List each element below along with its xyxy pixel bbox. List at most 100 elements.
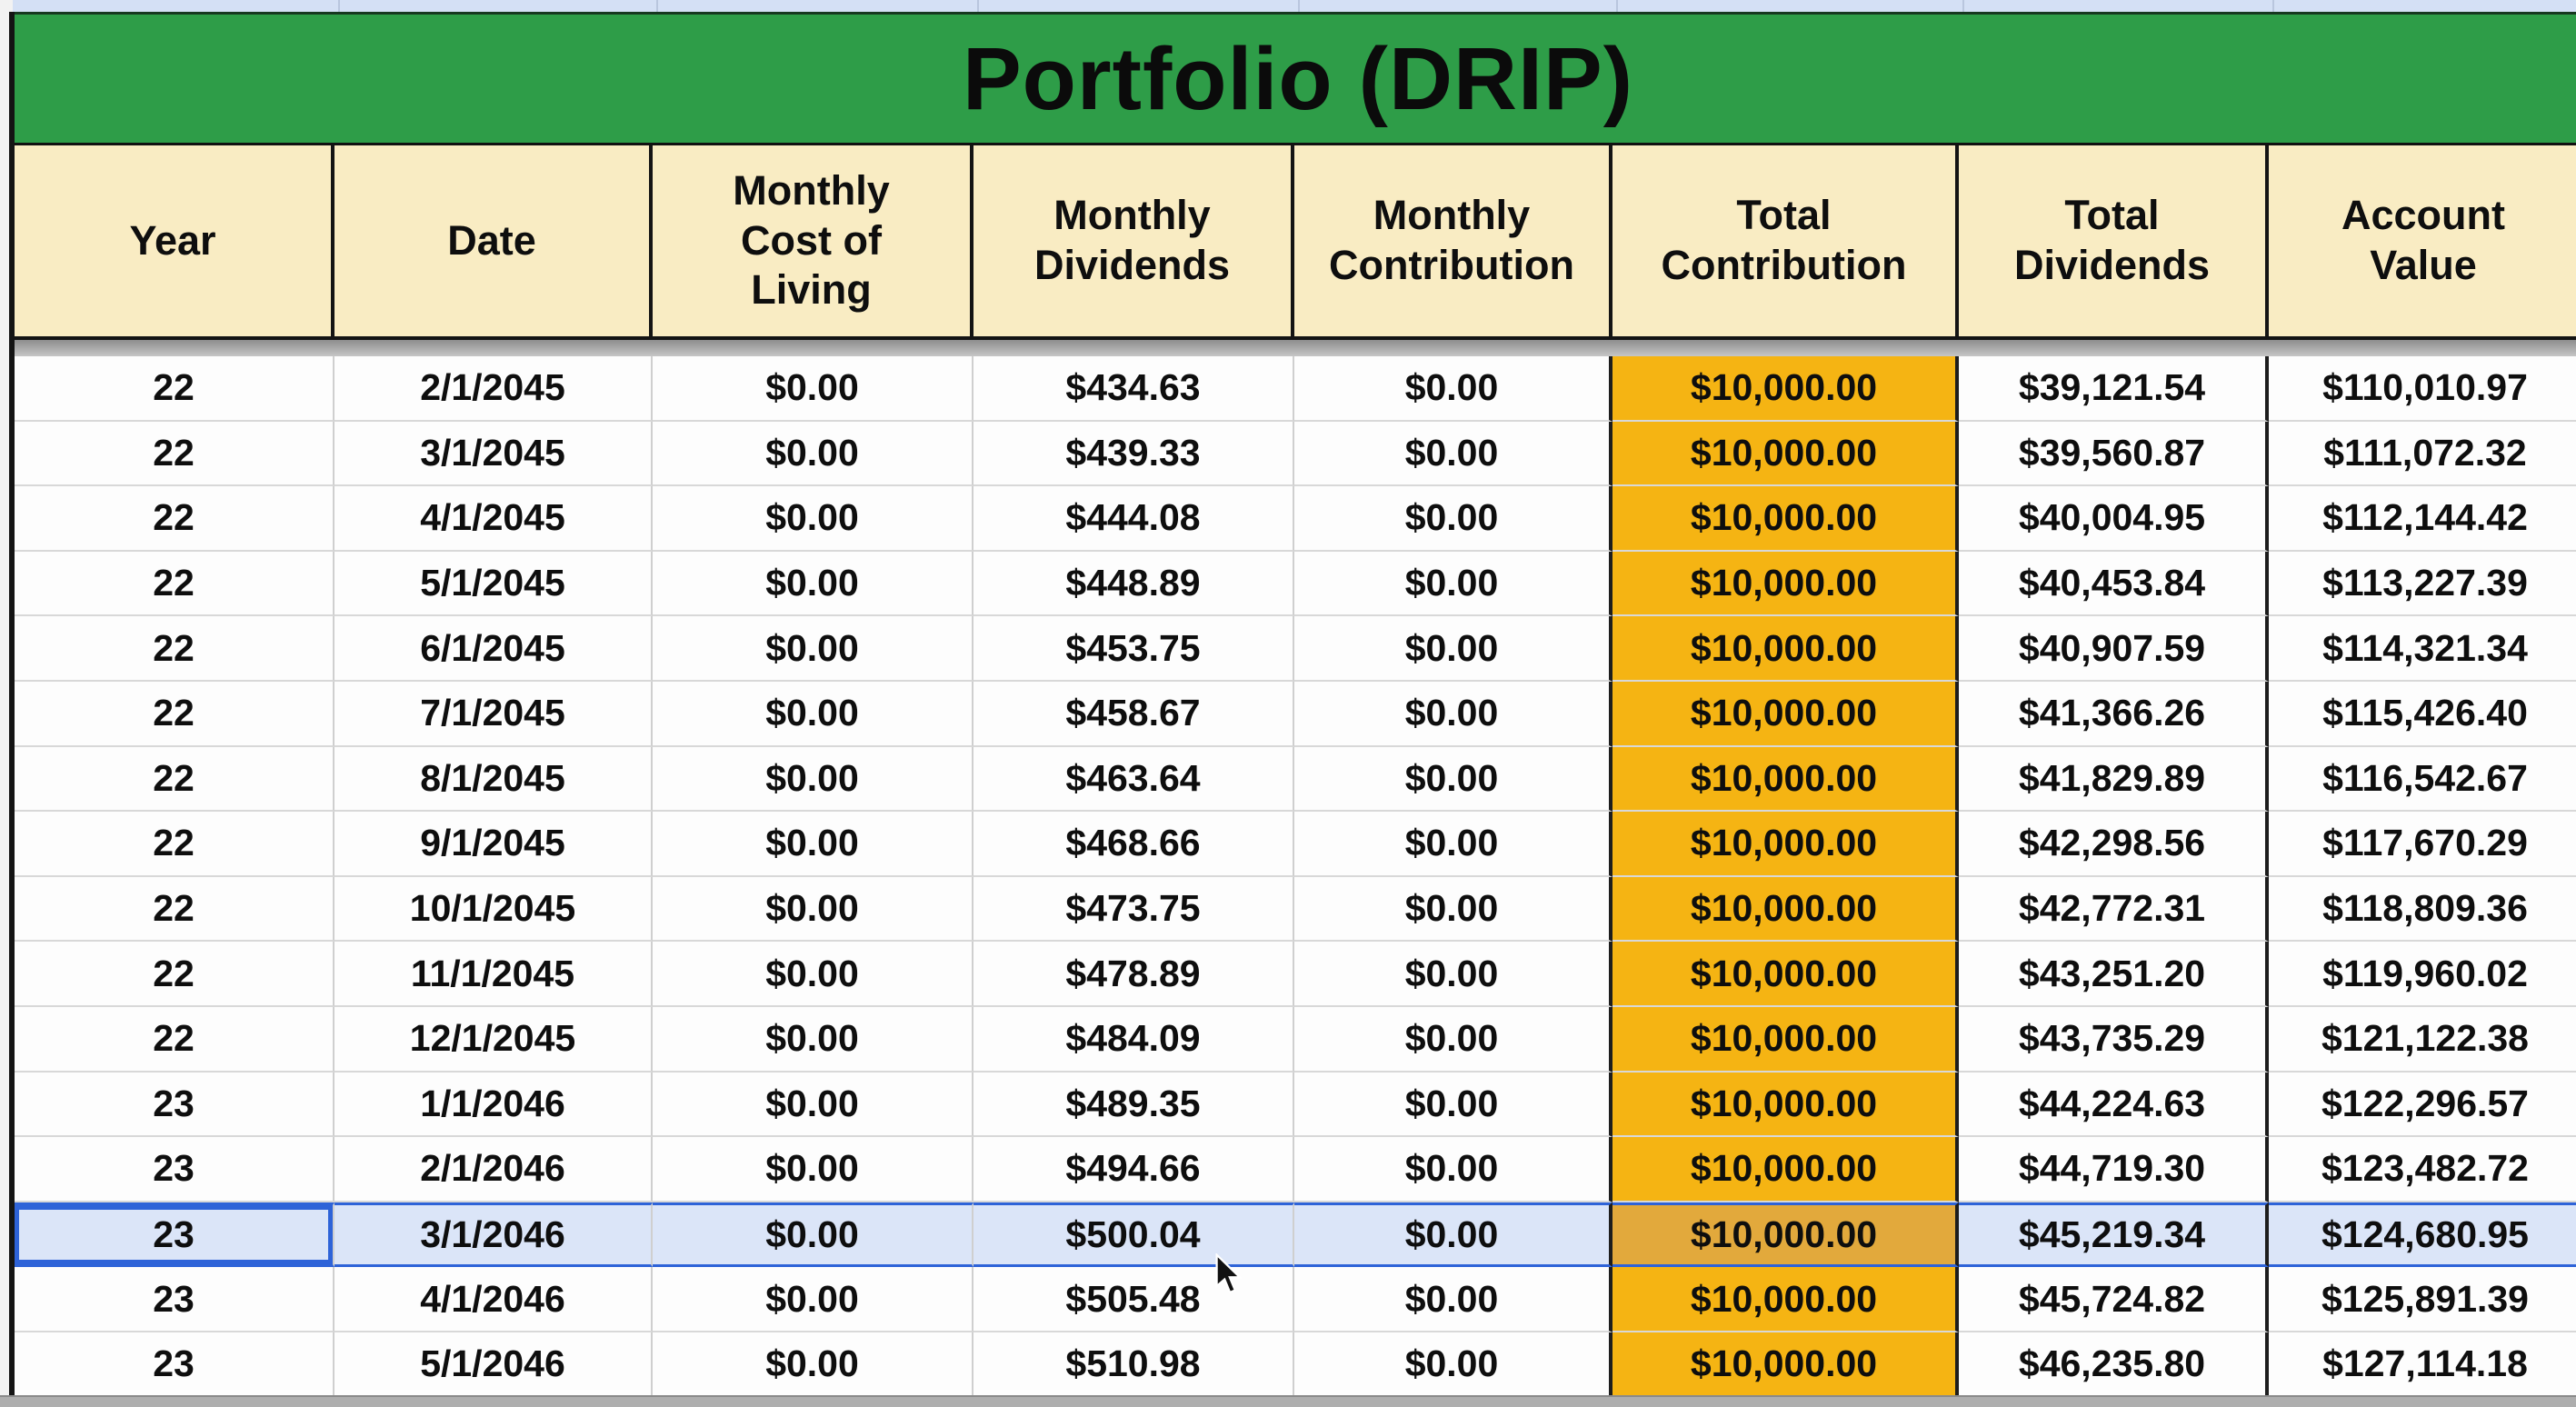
column-header-total-dividends[interactable]: Total Dividends — [1959, 145, 2269, 340]
cell-monthly-dividends[interactable]: $468.66 — [973, 812, 1294, 877]
column-header-monthly-dividends[interactable]: Monthly Dividends — [973, 145, 1294, 340]
cell-total-contribution[interactable]: $10,000.00 — [1612, 1006, 1959, 1073]
cell-total-contribution[interactable]: $10,000.00 — [1612, 421, 1959, 487]
cell-account-value[interactable]: $114,321.34 — [2269, 616, 2576, 682]
cell-date[interactable]: 9/1/2045 — [334, 812, 653, 877]
cell-monthly-dividends[interactable]: $444.08 — [973, 486, 1294, 552]
cell-monthly-cost-of-living[interactable]: $0.00 — [653, 1202, 973, 1268]
cell-monthly-dividends[interactable]: $473.75 — [973, 876, 1294, 943]
cell-monthly-cost-of-living[interactable]: $0.00 — [653, 1267, 973, 1332]
cell-monthly-dividends[interactable]: $494.66 — [973, 1137, 1294, 1202]
cell-monthly-dividends[interactable]: $434.63 — [973, 356, 1294, 422]
cell-year[interactable]: 22 — [15, 356, 334, 422]
cell-year[interactable]: 23 — [15, 1332, 334, 1398]
cell-total-dividends[interactable]: $40,907.59 — [1959, 616, 2269, 682]
cell-monthly-cost-of-living[interactable]: $0.00 — [653, 942, 973, 1007]
cell-monthly-contribution[interactable]: $0.00 — [1294, 1072, 1612, 1138]
cell-total-contribution[interactable]: $10,000.00 — [1612, 746, 1959, 813]
cell-year[interactable]: 22 — [15, 876, 334, 943]
cell-monthly-dividends[interactable]: $453.75 — [973, 616, 1294, 682]
cell-total-contribution[interactable]: $10,000.00 — [1612, 1202, 1959, 1268]
cell-year[interactable]: 22 — [15, 616, 334, 682]
cell-date[interactable]: 11/1/2045 — [334, 942, 653, 1007]
cell-year[interactable]: 23 — [15, 1202, 334, 1268]
cell-total-dividends[interactable]: $42,772.31 — [1959, 876, 2269, 943]
cell-total-contribution[interactable]: $10,000.00 — [1612, 551, 1959, 617]
cell-account-value[interactable]: $117,670.29 — [2269, 812, 2576, 877]
cell-monthly-dividends[interactable]: $448.89 — [973, 551, 1294, 617]
cell-monthly-contribution[interactable]: $0.00 — [1294, 1267, 1612, 1332]
cell-monthly-contribution[interactable]: $0.00 — [1294, 486, 1612, 552]
column-header-total-contribution[interactable]: Total Contribution — [1612, 145, 1959, 340]
cell-year[interactable]: 22 — [15, 1006, 334, 1073]
cell-account-value[interactable]: $121,122.38 — [2269, 1006, 2576, 1073]
cell-year[interactable]: 22 — [15, 812, 334, 877]
cell-total-dividends[interactable]: $45,219.34 — [1959, 1202, 2269, 1268]
cell-monthly-contribution[interactable]: $0.00 — [1294, 1137, 1612, 1202]
column-header-monthly-contribution[interactable]: Monthly Contribution — [1294, 145, 1612, 340]
column-header-monthly-cost-of-living[interactable]: Monthly Cost of Living — [653, 145, 973, 340]
cell-year[interactable]: 22 — [15, 746, 334, 813]
cell-date[interactable]: 12/1/2045 — [334, 1006, 653, 1073]
cell-monthly-cost-of-living[interactable]: $0.00 — [653, 616, 973, 682]
cell-monthly-cost-of-living[interactable]: $0.00 — [653, 1072, 973, 1138]
cell-date[interactable]: 5/1/2045 — [334, 551, 653, 617]
cell-date[interactable]: 1/1/2046 — [334, 1072, 653, 1138]
cell-year[interactable]: 22 — [15, 942, 334, 1007]
cell-account-value[interactable]: $125,891.39 — [2269, 1267, 2576, 1332]
cell-total-dividends[interactable]: $41,829.89 — [1959, 746, 2269, 813]
cell-total-dividends[interactable]: $43,735.29 — [1959, 1006, 2269, 1073]
cell-monthly-contribution[interactable]: $0.00 — [1294, 942, 1612, 1007]
cell-monthly-contribution[interactable]: $0.00 — [1294, 421, 1612, 487]
cell-date[interactable]: 8/1/2045 — [334, 746, 653, 813]
cell-monthly-contribution[interactable]: $0.00 — [1294, 551, 1612, 617]
cell-monthly-contribution[interactable]: $0.00 — [1294, 681, 1612, 747]
cell-year[interactable]: 22 — [15, 421, 334, 487]
cell-monthly-cost-of-living[interactable]: $0.00 — [653, 1137, 973, 1202]
cell-monthly-dividends[interactable]: $484.09 — [973, 1006, 1294, 1073]
cell-monthly-cost-of-living[interactable]: $0.00 — [653, 356, 973, 422]
cell-monthly-dividends[interactable]: $458.67 — [973, 681, 1294, 747]
cell-total-dividends[interactable]: $43,251.20 — [1959, 942, 2269, 1007]
cell-monthly-contribution[interactable]: $0.00 — [1294, 812, 1612, 877]
cell-account-value[interactable]: $112,144.42 — [2269, 486, 2576, 552]
cell-date[interactable]: 7/1/2045 — [334, 681, 653, 747]
cell-monthly-dividends[interactable]: $505.48 — [973, 1267, 1294, 1332]
table-title-banner[interactable]: Portfolio (DRIP) — [15, 12, 2576, 145]
cell-account-value[interactable]: $119,960.02 — [2269, 942, 2576, 1007]
cell-total-dividends[interactable]: $39,121.54 — [1959, 356, 2269, 422]
cell-date[interactable]: 2/1/2045 — [334, 356, 653, 422]
cell-account-value[interactable]: $116,542.67 — [2269, 746, 2576, 813]
cell-year[interactable]: 23 — [15, 1137, 334, 1202]
column-header-date[interactable]: Date — [334, 145, 653, 340]
cell-year[interactable]: 23 — [15, 1267, 334, 1332]
cell-date[interactable]: 3/1/2045 — [334, 421, 653, 487]
cell-account-value[interactable]: $118,809.36 — [2269, 876, 2576, 943]
cell-total-contribution[interactable]: $10,000.00 — [1612, 616, 1959, 682]
cell-monthly-contribution[interactable]: $0.00 — [1294, 876, 1612, 943]
cell-total-contribution[interactable]: $10,000.00 — [1612, 1072, 1959, 1138]
cell-date[interactable]: 4/1/2046 — [334, 1267, 653, 1332]
cell-monthly-dividends[interactable]: $510.98 — [973, 1332, 1294, 1398]
cell-total-contribution[interactable]: $10,000.00 — [1612, 486, 1959, 552]
cell-account-value[interactable]: $111,072.32 — [2269, 421, 2576, 487]
cell-monthly-cost-of-living[interactable]: $0.00 — [653, 486, 973, 552]
cell-account-value[interactable]: $123,482.72 — [2269, 1137, 2576, 1202]
cell-total-dividends[interactable]: $40,453.84 — [1959, 551, 2269, 617]
column-header-account-value[interactable]: Account Value — [2269, 145, 2576, 340]
cell-monthly-contribution[interactable]: $0.00 — [1294, 616, 1612, 682]
cell-monthly-cost-of-living[interactable]: $0.00 — [653, 1006, 973, 1073]
cell-year[interactable]: 22 — [15, 551, 334, 617]
cell-monthly-contribution[interactable]: $0.00 — [1294, 1332, 1612, 1398]
cell-monthly-dividends[interactable]: $500.04 — [973, 1202, 1294, 1268]
cell-account-value[interactable]: $127,114.18 — [2269, 1332, 2576, 1398]
cell-date[interactable]: 6/1/2045 — [334, 616, 653, 682]
cell-monthly-contribution[interactable]: $0.00 — [1294, 356, 1612, 422]
cell-date[interactable]: 4/1/2045 — [334, 486, 653, 552]
cell-monthly-contribution[interactable]: $0.00 — [1294, 1006, 1612, 1073]
cell-total-dividends[interactable]: $44,719.30 — [1959, 1137, 2269, 1202]
cell-monthly-cost-of-living[interactable]: $0.00 — [653, 421, 973, 487]
cell-total-dividends[interactable]: $42,298.56 — [1959, 812, 2269, 877]
cell-monthly-dividends[interactable]: $489.35 — [973, 1072, 1294, 1138]
cell-account-value[interactable]: $124,680.95 — [2269, 1202, 2576, 1268]
